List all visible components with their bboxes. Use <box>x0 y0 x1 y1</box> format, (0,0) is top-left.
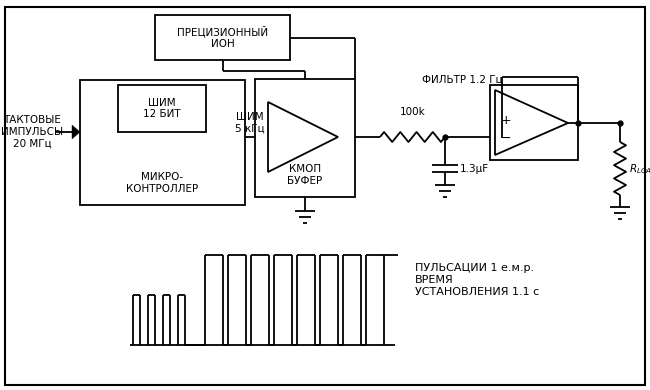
Polygon shape <box>72 125 80 139</box>
Bar <box>255 79 355 197</box>
Text: ПУЛЬСАЦИИ 1 е.м.р.
ВРЕМЯ
УСТАНОВЛЕНИЯ 1.1 с: ПУЛЬСАЦИИ 1 е.м.р. ВРЕМЯ УСТАНОВЛЕНИЯ 1.… <box>415 263 540 297</box>
Text: ШИМ
12 БИТ: ШИМ 12 БИТ <box>143 98 181 119</box>
Bar <box>118 85 206 132</box>
Text: ПРЕЦИЗИОННЫЙ
ИОН: ПРЕЦИЗИОННЫЙ ИОН <box>177 26 268 49</box>
Bar <box>80 80 245 205</box>
Text: МИКРО-
КОНТРОЛЛЕР: МИКРО- КОНТРОЛЛЕР <box>126 172 199 194</box>
Text: 1.3µF: 1.3µF <box>460 164 489 174</box>
Text: ТАКТОВЫЕ
ИМПУЛЬСЫ
20 МГц: ТАКТОВЫЕ ИМПУЛЬСЫ 20 МГц <box>1 115 63 149</box>
Bar <box>490 85 578 160</box>
Text: 100k: 100k <box>400 107 426 117</box>
Bar <box>155 15 290 60</box>
Text: +: + <box>500 113 512 126</box>
Text: −: − <box>500 131 512 145</box>
Text: ФИЛЬТР 1.2 Гц: ФИЛЬТР 1.2 Гц <box>422 75 502 85</box>
Text: ШИМ
5 кГц: ШИМ 5 кГц <box>235 112 265 134</box>
Text: $R_{LOAD}$: $R_{LOAD}$ <box>629 162 650 176</box>
Text: КМОП
БУФЕР: КМОП БУФЕР <box>287 164 322 186</box>
